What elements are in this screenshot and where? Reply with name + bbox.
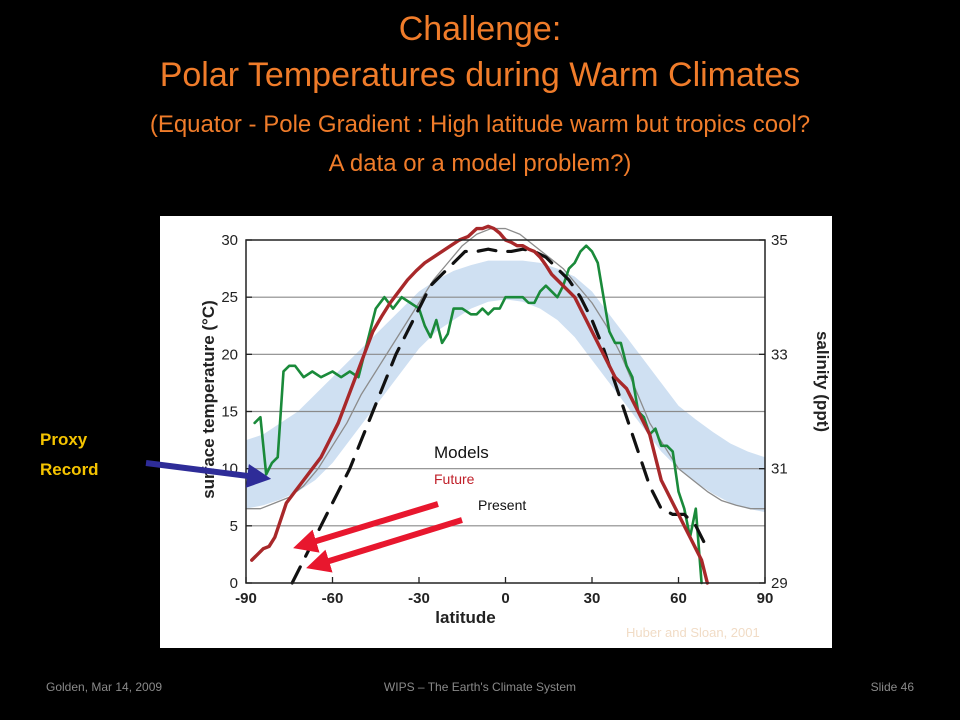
slide-subtitle-line2: A data or a model problem?) — [328, 150, 632, 177]
footer-date: Golden, Mar 14, 2009 — [46, 680, 163, 694]
y-tick-label: 10 — [221, 461, 238, 478]
legend-present: Present — [478, 497, 526, 513]
x-tick-label: -30 — [408, 590, 430, 607]
y2-tick-label: 33 — [771, 346, 788, 363]
x-tick-label: -60 — [322, 590, 344, 607]
y-tick-label: 5 — [230, 518, 238, 535]
x-tick-label: 60 — [670, 590, 687, 607]
x-tick-label: 0 — [501, 590, 509, 607]
y-tick-label: 20 — [221, 346, 238, 363]
x-tick-label: -90 — [235, 590, 257, 607]
legend-title: Models — [434, 443, 489, 462]
chart-figure: -90 -60 -30 0 30 60 90 0 5 10 15 20 25 30 29 31 33 35 lat… — [160, 216, 832, 648]
y-tick-label: 15 — [221, 404, 238, 421]
y2-tick-label: 29 — [771, 575, 788, 592]
slide-subtitle-line1: (Equator - Pole Gradient : High latitude… — [149, 111, 811, 138]
chart-svg: -90 -60 -30 0 30 60 90 0 5 10 15 20 25 30 29 31 33 35 lat… — [199, 224, 832, 640]
x-tick-label: 30 — [584, 590, 601, 607]
y-tick-label: 25 — [221, 289, 238, 306]
y-axis-label: surface temperature (°C) — [199, 300, 218, 499]
y2-tick-label: 31 — [771, 461, 788, 478]
slide-title-line1: Challenge: — [398, 10, 562, 48]
legend-future: Future — [434, 471, 475, 487]
y2-tick-label: 35 — [771, 232, 788, 249]
proxy-record-line — [253, 244, 703, 585]
present-model-line — [290, 247, 709, 585]
gray-envelope-line — [245, 227, 766, 510]
future-model-line — [250, 224, 710, 585]
y-tick-label: 30 — [221, 232, 238, 249]
y-tick-label: 0 — [230, 575, 238, 592]
source-citation: Huber and Sloan, 2001 — [626, 625, 760, 640]
slide-title-line2: Polar Temperatures during Warm Climates — [159, 56, 801, 94]
proxy-record-label-line1: Proxy — [40, 430, 88, 449]
y2-axis-label: salinity (ppt) — [813, 331, 832, 432]
x-axis-label: latitude — [435, 608, 495, 627]
footer-slide-number: Slide 46 — [870, 680, 914, 694]
footer-course: WIPS – The Earth's Climate System — [383, 680, 577, 694]
proxy-record-label-line2: Record — [40, 460, 99, 479]
x-tick-label: 90 — [757, 590, 774, 607]
